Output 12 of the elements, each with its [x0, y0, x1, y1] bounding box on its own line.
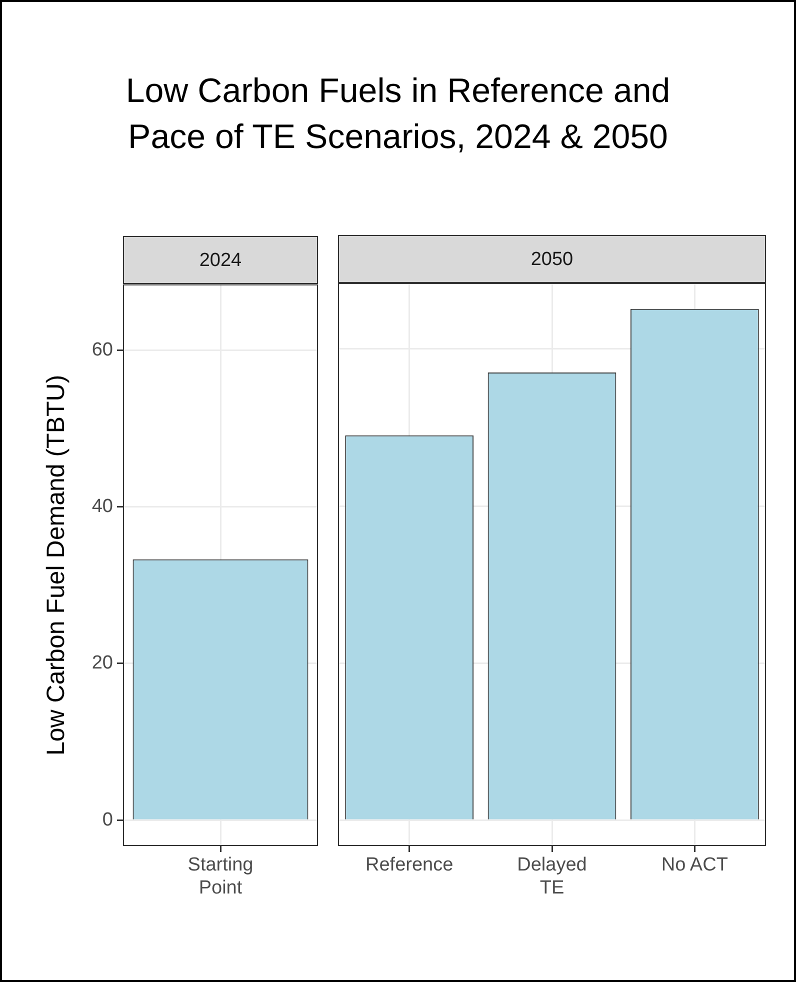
- x-tick-label: Reference: [365, 854, 454, 876]
- x-tick-label: Delayed TE: [517, 854, 587, 898]
- y-axis-title: Low Carbon Fuel Demand (TBTU): [42, 374, 70, 756]
- x-tick-label: Starting Point: [188, 854, 254, 898]
- y-tick-label: 20: [92, 652, 113, 674]
- chart-subtitle: 2050: [338, 235, 766, 283]
- y-tick-label: 40: [92, 496, 113, 518]
- y-tick-label: 60: [92, 339, 113, 360]
- y-tick-label: 0: [102, 809, 113, 830]
- text: Low Carbon Fuels in Reference and Pace of TE Scenarios, 2024 & 2050: [124, 71, 672, 158]
- x-tick-label: No ACT: [661, 854, 728, 876]
- chart-subtitle: 2024: [123, 236, 318, 284]
